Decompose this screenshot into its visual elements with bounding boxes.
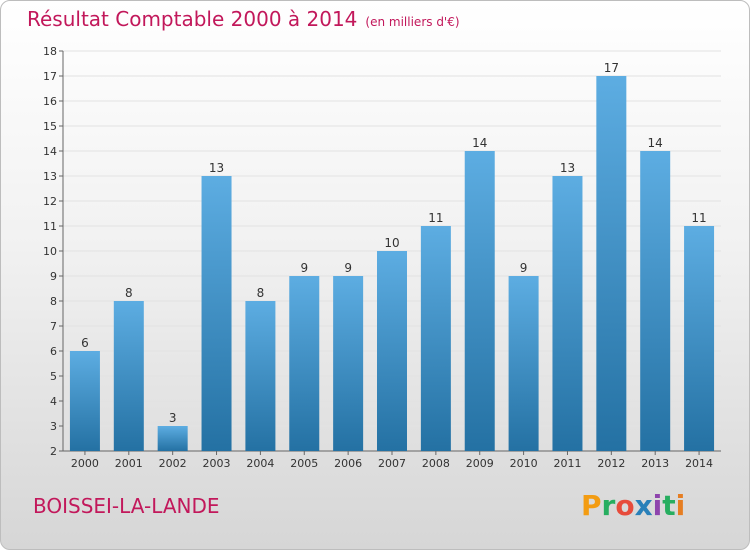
y-tick-label: 17 [43, 70, 57, 83]
bar-2011 [552, 176, 583, 451]
y-tick-label: 11 [43, 220, 57, 233]
y-tick-label: 5 [50, 370, 57, 383]
logo-letter: o [615, 489, 635, 522]
bar-2001 [113, 301, 144, 451]
value-label: 10 [384, 236, 399, 250]
bar-2006 [333, 276, 364, 451]
x-tick-label: 2001 [115, 457, 143, 470]
chart-unit-label: (en milliers d'€) [365, 15, 460, 29]
bar-2005 [289, 276, 320, 451]
bar-2008 [420, 226, 451, 451]
bar-2012 [596, 76, 627, 451]
value-label: 13 [209, 161, 224, 175]
bar-2009 [464, 151, 495, 451]
logo-letter: r [601, 489, 616, 522]
y-tick-label: 3 [50, 420, 57, 433]
value-label: 14 [472, 136, 487, 150]
value-label: 9 [300, 261, 308, 275]
value-label: 9 [520, 261, 528, 275]
logo-letter: i [652, 489, 663, 522]
bar-2004 [245, 301, 276, 451]
value-label: 3 [169, 411, 177, 425]
logo-letter: t [662, 489, 676, 522]
value-label: 13 [560, 161, 575, 175]
x-tick-label: 2007 [378, 457, 406, 470]
x-tick-label: 2008 [422, 457, 450, 470]
x-tick-label: 2012 [597, 457, 625, 470]
x-tick-label: 2011 [553, 457, 581, 470]
x-tick-label: 2000 [71, 457, 99, 470]
bar-2003 [201, 176, 232, 451]
y-tick-label: 14 [43, 145, 57, 158]
bar-2014 [684, 226, 715, 451]
y-tick-label: 18 [43, 45, 57, 58]
x-tick-label: 2004 [246, 457, 274, 470]
value-label: 8 [125, 286, 133, 300]
x-tick-label: 2009 [466, 457, 494, 470]
value-label: 14 [648, 136, 663, 150]
y-tick-label: 9 [50, 270, 57, 283]
x-tick-label: 2003 [203, 457, 231, 470]
value-label: 6 [81, 336, 89, 350]
bar-2013 [640, 151, 671, 451]
bars [69, 76, 715, 451]
x-tick-label: 2005 [290, 457, 318, 470]
logo-letter: P [581, 489, 602, 522]
chart-title-text: Résultat Comptable 2000 à 2014 [27, 7, 358, 31]
value-label: 17 [604, 61, 619, 75]
logo-letter: i [675, 489, 686, 522]
y-tick-label: 8 [50, 295, 57, 308]
y-tick-label: 6 [50, 345, 57, 358]
commune-name: BOISSEI-LA-LANDE [33, 494, 220, 518]
value-label: 8 [257, 286, 265, 300]
x-tick-label: 2010 [510, 457, 538, 470]
bar-2002 [157, 426, 188, 451]
y-tick-label: 13 [43, 170, 57, 183]
value-label: 11 [691, 211, 706, 225]
x-tick-label: 2014 [685, 457, 713, 470]
labels: 2 3 4 5 6 7 8 9 10 11 12 13 14 15 16 17 18 6 2000 8 2001 3 200… [43, 45, 713, 470]
bar-2010 [508, 276, 539, 451]
y-tick-label: 2 [50, 445, 57, 458]
y-tick-label: 7 [50, 320, 57, 333]
logo-letter: x [634, 489, 653, 522]
y-tick-label: 12 [43, 195, 57, 208]
value-label: 9 [344, 261, 352, 275]
y-tick-label: 15 [43, 120, 57, 133]
chart-title: Résultat Comptable 2000 à 2014 (en millie… [27, 7, 460, 31]
x-tick-label: 2006 [334, 457, 362, 470]
y-tick-label: 4 [50, 395, 57, 408]
x-tick-label: 2013 [641, 457, 669, 470]
y-tick-label: 10 [43, 245, 57, 258]
y-tick-label: 16 [43, 95, 57, 108]
bar-2007 [377, 251, 407, 451]
proxiti-logo: Proxiti [581, 489, 685, 522]
value-label: 11 [428, 211, 443, 225]
x-tick-label: 2002 [159, 457, 187, 470]
bar-2000 [69, 351, 100, 451]
